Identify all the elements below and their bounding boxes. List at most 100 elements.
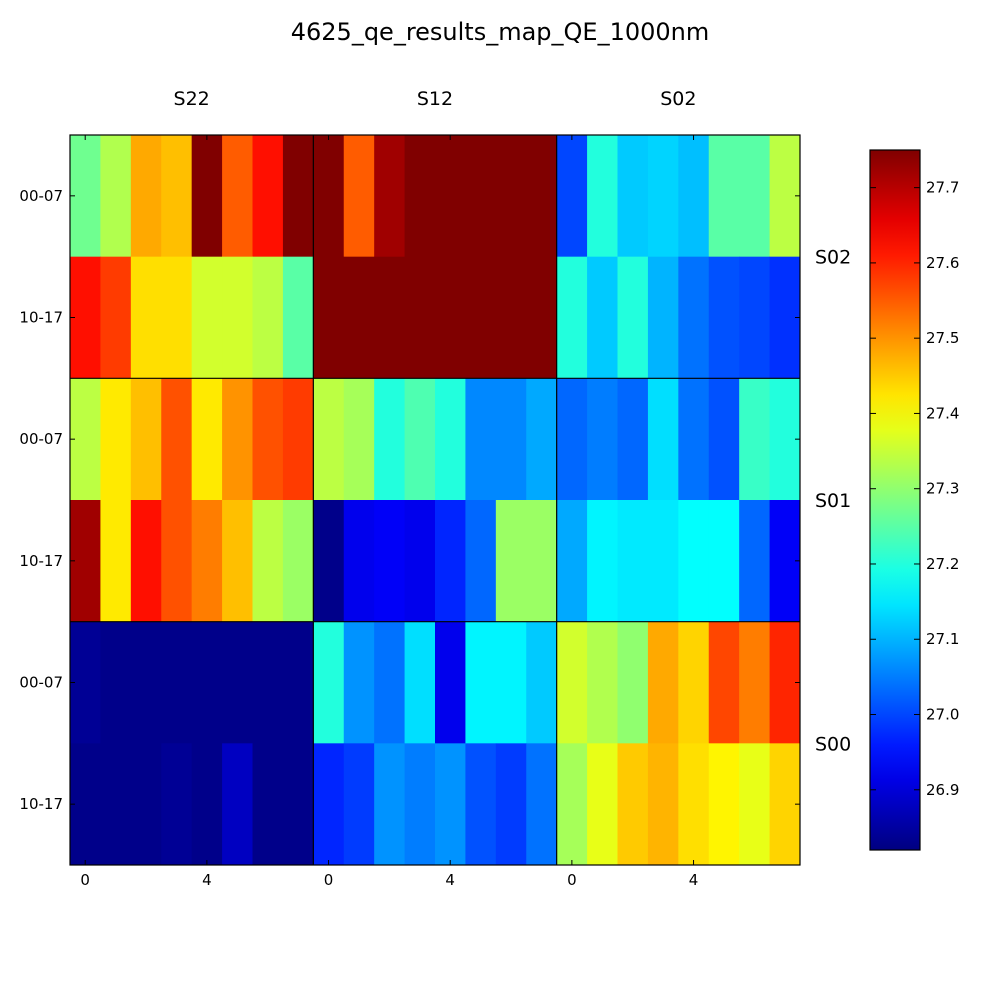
heatmap-cell: [617, 378, 649, 501]
row-tick-label: 10-17: [19, 795, 63, 813]
column-tick-label: 4: [202, 871, 212, 889]
heatmap-cell: [465, 743, 497, 866]
heatmap-cell: [465, 135, 497, 258]
heatmap-cell: [282, 135, 314, 258]
heatmap-cell: [404, 500, 436, 623]
column-group-label: S22: [174, 88, 210, 110]
heatmap-cell: [647, 743, 679, 866]
row-tick-label: 00-07: [19, 674, 63, 692]
heatmap-cell: [313, 500, 345, 623]
heatmap-cell: [678, 135, 710, 258]
heatmap-cell: [404, 256, 436, 379]
heatmap-cell: [556, 500, 588, 623]
colorbar-tick-label: 27.7: [926, 179, 959, 197]
heatmap-cell: [678, 378, 710, 501]
heatmap-cell: [313, 378, 345, 501]
heatmap-cell: [282, 256, 314, 379]
heatmap-cell: [739, 743, 770, 866]
heatmap-cell: [465, 378, 497, 501]
heatmap-cell: [739, 378, 770, 501]
heatmap-cell: [556, 378, 588, 501]
heatmap-cell: [70, 500, 101, 623]
column-tick-label: 0: [567, 871, 577, 889]
heatmap-cell: [739, 135, 770, 258]
heatmap-cell: [161, 256, 193, 379]
heatmap-cell: [161, 743, 193, 866]
colorbar-tick-label: 27.4: [926, 404, 959, 422]
heatmap-cell: [161, 135, 193, 258]
heatmap-cell: [70, 135, 101, 258]
heatmap-cell: [343, 256, 375, 379]
heatmap-cell: [556, 621, 588, 744]
heatmap-cell: [282, 743, 314, 866]
row-group-label: S01: [815, 490, 851, 512]
row-group-label: S00: [815, 733, 851, 755]
heatmap-cell: [495, 135, 527, 258]
row-group-label: S02: [815, 247, 851, 269]
heatmap-cell: [70, 378, 101, 501]
heatmap-cell: [313, 743, 345, 866]
heatmap-cell: [282, 500, 314, 623]
heatmap-cell: [647, 500, 679, 623]
heatmap-cell: [222, 621, 253, 744]
heatmap-cell: [374, 256, 405, 379]
heatmap-cell: [647, 256, 679, 379]
heatmap-cell: [100, 135, 132, 258]
heatmap-cell: [556, 135, 588, 258]
heatmap-cell: [404, 743, 436, 866]
plot-frame: [69, 134, 801, 866]
heatmap-cell: [70, 743, 101, 866]
heatmap-cell: [404, 378, 436, 501]
heatmap-cell: [435, 135, 466, 258]
heatmap-cell: [617, 621, 649, 744]
heatmap-cell: [313, 256, 345, 379]
heatmap-cell: [465, 621, 497, 744]
heatmap-cell: [343, 378, 375, 501]
heatmap-cell: [404, 621, 436, 744]
colorbar-tick-label: 27.1: [926, 630, 959, 648]
heatmap-cell: [587, 743, 618, 866]
chart-title: 4625_qe_results_map_QE_1000nm: [291, 18, 710, 46]
column-tick-label: 0: [80, 871, 90, 889]
heatmap-cell: [130, 378, 162, 501]
heatmap-cells: [70, 135, 801, 866]
heatmap-cell: [191, 500, 223, 623]
heatmap-cell: [647, 378, 679, 501]
heatmap-cell: [617, 500, 649, 623]
colorbar-tick-label: 27.6: [926, 254, 959, 272]
heatmap-cell: [191, 621, 223, 744]
heatmap-cell: [404, 135, 436, 258]
heatmap-cell: [526, 256, 558, 379]
heatmap-cell: [100, 378, 132, 501]
heatmap-cell: [374, 135, 405, 258]
heatmap-cell: [435, 378, 466, 501]
heatmap-cell: [252, 378, 284, 501]
heatmap-cell: [617, 135, 649, 258]
heatmap-cell: [495, 256, 527, 379]
heatmap-cell: [161, 500, 193, 623]
heatmap-cell: [313, 135, 345, 258]
row-tick-label: 00-07: [19, 430, 63, 448]
row-tick-label: 10-17: [19, 309, 63, 327]
heatmap-cell: [282, 378, 314, 501]
heatmap-cell: [678, 743, 710, 866]
heatmap-cell: [526, 135, 558, 258]
heatmap-cell: [374, 621, 405, 744]
heatmap-cell: [587, 621, 618, 744]
heatmap-cell: [708, 378, 740, 501]
heatmap-cell: [252, 500, 284, 623]
heatmap-cell: [587, 135, 618, 258]
heatmap-cell: [161, 621, 193, 744]
axis-labels: S22 S12 S02S02S01S0000-0710-1700-0710-1700…: [19, 88, 851, 889]
group-dividers: [69, 134, 801, 866]
heatmap-cell: [222, 378, 253, 501]
heatmap-cell: [343, 743, 375, 866]
heatmap-cell: [222, 500, 253, 623]
heatmap-cell: [70, 621, 101, 744]
heatmap-cell: [100, 256, 132, 379]
heatmap-cell: [374, 378, 405, 501]
heatmap-cell: [465, 256, 497, 379]
heatmap-cell: [343, 135, 375, 258]
heatmap-cell: [708, 621, 740, 744]
heatmap-cell: [191, 256, 223, 379]
